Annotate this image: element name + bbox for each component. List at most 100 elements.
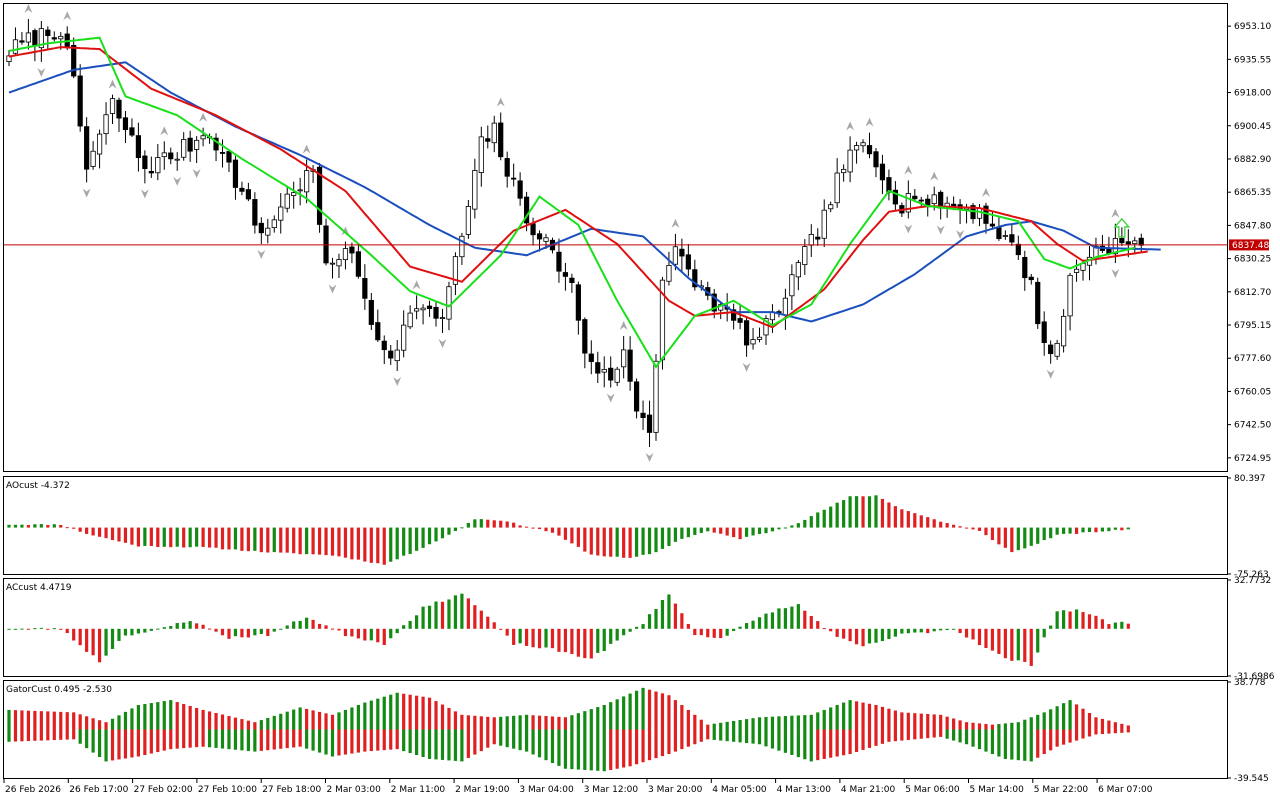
candle [685, 244, 691, 277]
gator-upper-bar [343, 709, 348, 730]
gator-lower-bar [1003, 729, 1007, 759]
gator-upper-bar [110, 718, 115, 730]
histogram-bar-down [725, 527, 729, 536]
aocust-panel[interactable]: AOcust -4.372 80.397 -75.263 [3, 474, 1269, 580]
bull-candle-body [853, 145, 860, 151]
price-tick-label: 6900.45 [1234, 122, 1271, 132]
gator-upper-bar [725, 721, 729, 730]
gator-lower-bar [1036, 729, 1040, 758]
gator-lower-bar [473, 729, 477, 755]
histogram-bar-up [33, 524, 37, 528]
fractal-down-icon [438, 338, 447, 348]
histogram-bar-up [654, 527, 658, 553]
histogram-bar-down [207, 527, 212, 548]
gator-upper-bar [337, 712, 341, 730]
histogram-bar-up [389, 527, 393, 562]
histogram-bar-down [673, 603, 678, 629]
gator-lower-bar [240, 729, 244, 751]
bull-candle-body [12, 39, 19, 54]
histogram-bar-down [182, 527, 186, 548]
gator-lower-bar [440, 729, 445, 760]
histogram-bar-up [796, 523, 800, 528]
price-tick-label: 6882.90 [1234, 155, 1271, 165]
histogram-bar-up [952, 628, 956, 630]
histogram-bar-down [46, 628, 50, 630]
fractal-down-icon [606, 393, 615, 403]
gator-upper-bar [887, 708, 891, 730]
fractal-up-icon [412, 280, 421, 290]
bull-candle-body [860, 142, 866, 147]
histogram-bar-down [1003, 628, 1007, 659]
histogram-bar-down [1074, 527, 1079, 534]
up-arrow-signal-icon [1113, 217, 1131, 238]
bull-candle-body [174, 158, 180, 161]
histogram-bar-up [634, 626, 639, 629]
main-price-axis[interactable]: 6953.10 6935.55 6918.00 6900.45 6882.90 6865.… [1227, 22, 1271, 464]
histogram-bar-down [337, 628, 341, 631]
histogram-bar-up [408, 527, 412, 554]
histogram-bar-down [65, 527, 69, 529]
histogram-bar-up [932, 628, 936, 632]
histogram-bar-down [512, 628, 516, 645]
histogram-bar-up [913, 628, 917, 633]
histogram-bar-up [848, 496, 852, 528]
bull-candle-body [181, 139, 187, 158]
histogram-bar-down [266, 527, 270, 553]
candle [426, 300, 433, 317]
gator-upper-bar [913, 713, 917, 730]
gator-lower-bar [518, 729, 522, 751]
bear-candle-body [608, 367, 614, 381]
main-chart-panel[interactable]: 6953.10 6935.55 6918.00 6900.45 6882.90 6865.… [3, 3, 1272, 472]
candle [407, 305, 413, 330]
gator-upper-bar [104, 722, 108, 730]
histogram-bar-up [13, 524, 18, 528]
bear-candle-body [375, 322, 381, 341]
candle [1086, 246, 1093, 281]
gator-lower-bar [706, 729, 710, 740]
histogram-bar-down [350, 527, 354, 560]
gator-upper-bar [311, 710, 315, 730]
time-axis[interactable]: 26 Feb 2026 26 Feb 17:00 27 Feb 02:00 27 Fe… [3, 779, 1153, 795]
histogram-bar-up [415, 527, 419, 551]
gator-lower-bar [123, 729, 128, 759]
candle [219, 139, 226, 168]
gator-lower-bar [227, 729, 231, 750]
histogram-bar-up [945, 628, 949, 631]
bull-candle-body [1002, 235, 1008, 237]
histogram-bar-down [557, 527, 561, 536]
histogram-bar-down [893, 506, 897, 528]
gator-upper-bar [279, 713, 283, 730]
histogram-bar-down [343, 628, 348, 637]
histogram-bar-down [505, 628, 509, 636]
fractal-up-icon [930, 171, 939, 181]
histogram-bar-down [240, 628, 244, 638]
gator-lower-bar [169, 729, 173, 750]
gator-upper-bar [130, 708, 134, 730]
candle [756, 327, 763, 343]
bear-candle-body [504, 158, 510, 177]
bull-candle-body [672, 246, 679, 265]
accust-panel[interactable]: ACcust 4.4719 32.7732 -31.6986 [3, 576, 1275, 682]
histogram-bar-up [395, 527, 399, 560]
gator-lower-bar [188, 729, 192, 748]
gator-lower-bar [72, 729, 76, 740]
candle [271, 215, 277, 233]
bear-candle-body [122, 117, 129, 131]
bull-candle-body [821, 209, 827, 239]
gator-upper-bar [123, 711, 128, 730]
bull-candle-body [38, 28, 44, 49]
gator-lower-bar [738, 729, 742, 743]
histogram-bar-down [195, 623, 199, 629]
gator-upper-bar [583, 711, 587, 730]
gator-lower-bar [149, 729, 153, 754]
gator-upper-bar [72, 712, 76, 730]
gator-upper-bar [589, 709, 593, 730]
bull-candle-body [420, 307, 426, 311]
gator-upper-bar [246, 720, 250, 730]
gator-lower-bar [719, 729, 723, 741]
bull-candle-body [782, 297, 789, 316]
gator-upper-bar [654, 691, 658, 730]
gatorcust-panel[interactable]: GatorCust 0.495 -2.530 38.778 -39.545 [3, 678, 1269, 784]
